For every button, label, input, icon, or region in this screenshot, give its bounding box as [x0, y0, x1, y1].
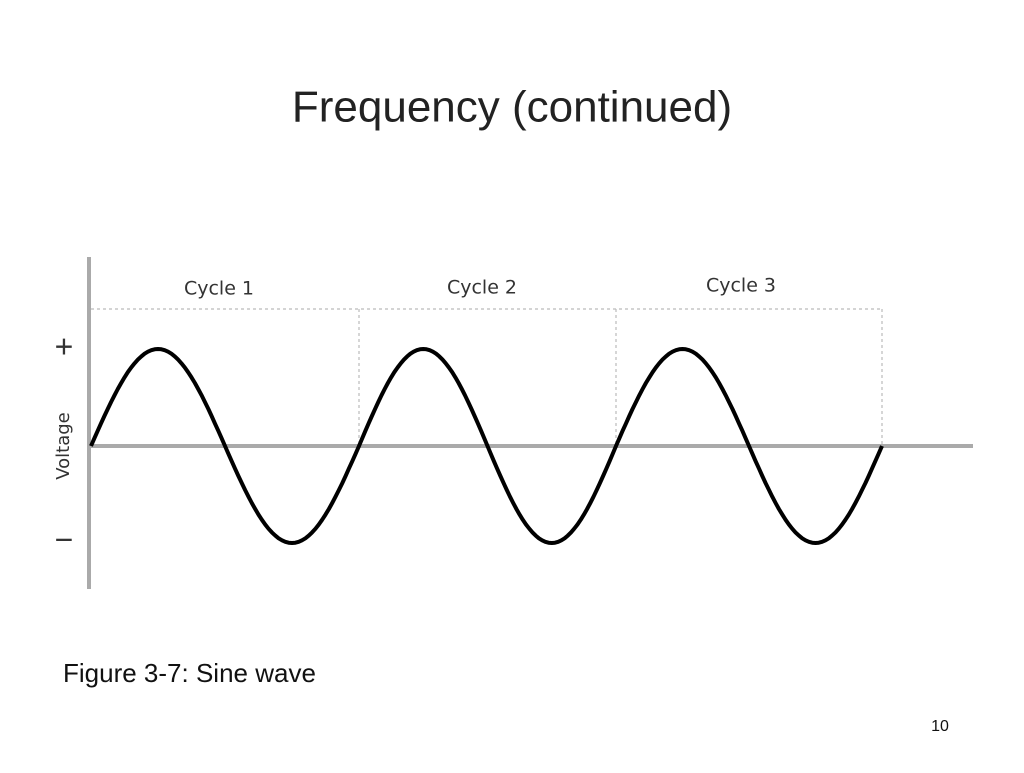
- cycle-label: Cycle 1: [184, 278, 254, 300]
- cycle-label: Cycle 3: [706, 275, 776, 297]
- sine-wave: [89, 347, 884, 545]
- page-number: 10: [931, 718, 949, 735]
- figure: Cycle 1 Cycle 2 Cycle 3 + − Voltage: [53, 257, 973, 589]
- axis-label: Voltage: [53, 412, 74, 480]
- plus-sign: +: [55, 328, 74, 364]
- minus-sign: −: [55, 521, 74, 557]
- cycle-guides: [91, 308, 883, 446]
- cycle-label: Cycle 2: [447, 277, 517, 299]
- figure-caption: Figure 3-7: Sine wave: [63, 658, 316, 688]
- slide-title: Frequency (continued): [292, 83, 732, 132]
